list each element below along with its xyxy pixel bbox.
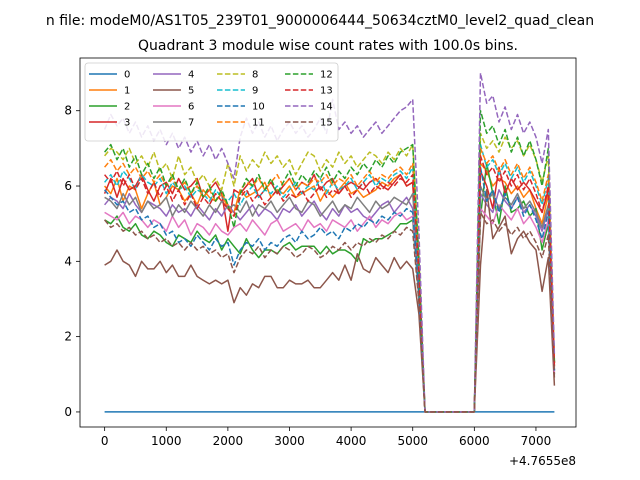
legend-label-1: 1 [124, 86, 130, 97]
x-tick-label: 1000 [151, 434, 182, 448]
figure-suptitle: n file: modeM0/AS1T05_239T01_9000006444_… [46, 13, 594, 29]
chart-title: Quadrant 3 module wise count rates with … [138, 38, 518, 54]
legend-label-0: 0 [124, 70, 130, 81]
legend-box [84, 62, 339, 142]
legend-label-14: 14 [320, 102, 333, 113]
x-tick-label: 5000 [397, 434, 428, 448]
legend-label-15: 15 [320, 118, 333, 129]
y-tick-label: 4 [64, 254, 72, 268]
y-tick-label: 6 [64, 179, 72, 193]
legend-label-2: 2 [124, 102, 130, 113]
legend-label-11: 11 [252, 118, 265, 129]
legend-label-12: 12 [320, 70, 333, 81]
x-tick-label: 0 [101, 434, 109, 448]
legend-label-5: 5 [188, 86, 194, 97]
y-tick-label: 2 [64, 330, 72, 344]
y-tick-label: 8 [64, 104, 72, 118]
legend-label-7: 7 [188, 118, 194, 129]
x-tick-label: 7000 [521, 434, 552, 448]
plot-area [103, 72, 556, 413]
legend-label-8: 8 [252, 70, 258, 81]
x-tick-label: 6000 [459, 434, 490, 448]
series-line-5 [104, 189, 556, 413]
y-tick-label: 0 [64, 405, 72, 419]
legend-label-9: 9 [252, 86, 258, 97]
axes-ticks: 0 1000 2000 3000 4000 5000 6000 7000 0 2 4 6 8 [64, 104, 551, 448]
x-tick-label: 2000 [213, 434, 244, 448]
x-tick-label: 3000 [274, 434, 305, 448]
legend-label-3: 3 [124, 118, 130, 129]
legend-label-6: 6 [188, 102, 194, 113]
series-line-10 [104, 166, 556, 413]
axes-frame [79, 57, 577, 428]
x-offset-label: +4.7655e8 [509, 454, 576, 468]
series-line-15 [104, 211, 556, 413]
legend-label-4: 4 [188, 70, 194, 81]
x-tick-label: 4000 [336, 434, 367, 448]
legend-label-10: 10 [252, 102, 265, 113]
legend-label-13: 13 [320, 86, 333, 97]
series-line-13 [104, 155, 556, 413]
